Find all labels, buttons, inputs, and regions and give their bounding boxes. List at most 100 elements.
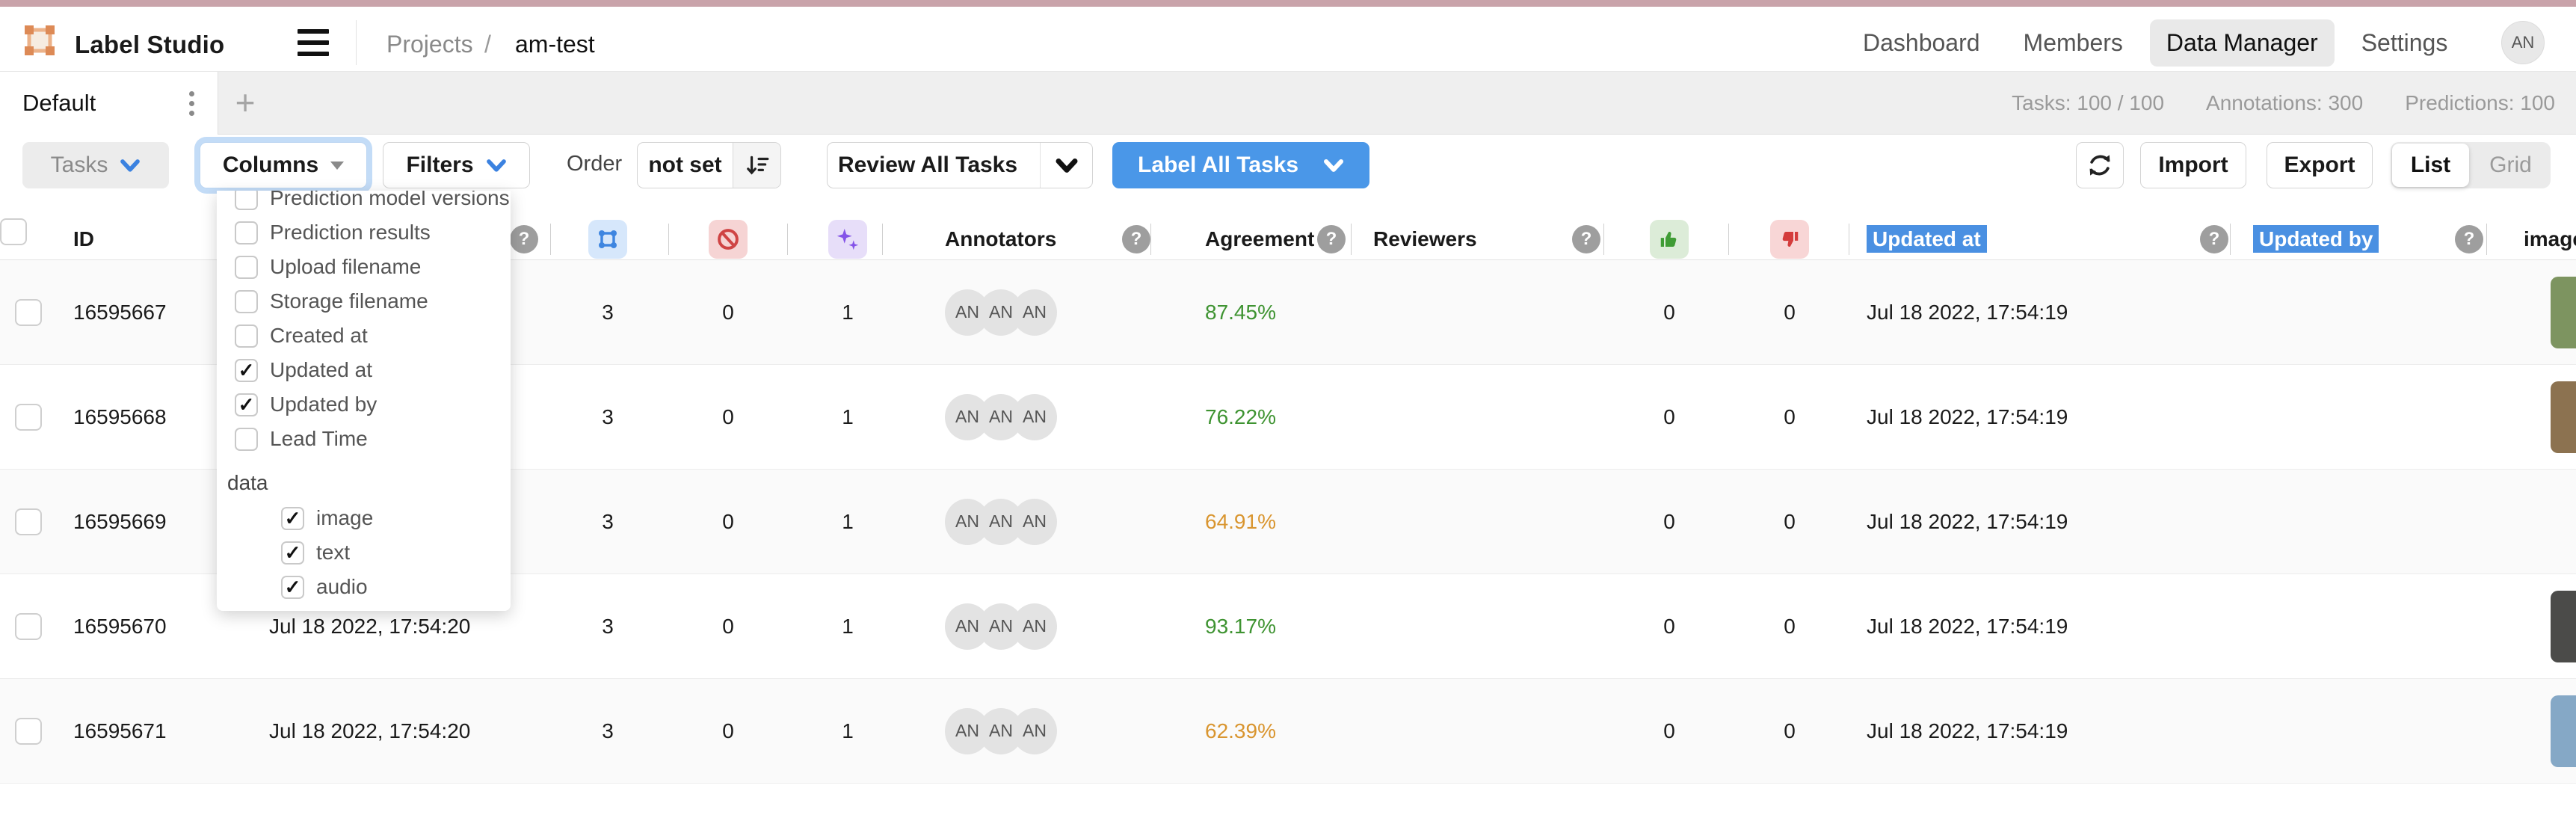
nav-dashboard[interactable]: Dashboard — [1863, 28, 1980, 56]
filters-dropdown-button[interactable]: Filters — [383, 142, 530, 188]
image-thumbnail[interactable] — [2551, 381, 2576, 453]
chevron-down-icon — [1324, 159, 1343, 172]
add-tab-button[interactable]: + — [235, 83, 256, 122]
rejected-count-icon[interactable] — [1770, 219, 1809, 259]
stat-annotations: Annotations: 300 — [2206, 91, 2364, 114]
cell-cancelled-count: 0 — [722, 509, 734, 533]
column-toggle-updated-at[interactable]: Updated at — [217, 353, 511, 387]
column-toggle-prediction-results[interactable]: Prediction results — [217, 215, 511, 250]
sort-direction-button[interactable] — [733, 143, 780, 188]
image-thumbnail[interactable] — [2551, 276, 2576, 348]
help-icon[interactable]: ? — [1572, 224, 1600, 253]
import-button[interactable]: Import — [2140, 142, 2246, 188]
column-toggle-data-image[interactable]: image — [217, 501, 511, 535]
header-divider — [2486, 223, 2487, 255]
help-icon[interactable]: ? — [1122, 224, 1150, 253]
row-checkbox[interactable] — [15, 612, 42, 640]
cell-rejected-count: 0 — [1784, 300, 1796, 324]
nav-data-manager[interactable]: Data Manager — [2149, 19, 2335, 67]
help-icon[interactable]: ? — [510, 224, 538, 253]
user-avatar[interactable]: AN — [2501, 21, 2545, 64]
columns-dropdown-label: Columns — [222, 153, 319, 177]
label-all-tasks-button[interactable]: Label All Tasks — [1112, 142, 1369, 188]
image-thumbnail[interactable] — [2551, 695, 2576, 767]
nav-settings[interactable]: Settings — [2361, 28, 2448, 56]
annotator-avatar: AN — [1012, 707, 1057, 754]
accepted-count-icon[interactable] — [1650, 219, 1689, 259]
column-header-image[interactable]: image — [2524, 227, 2576, 250]
cell-task-id: 16595670 — [73, 614, 167, 638]
table-row[interactable]: 16595668 3 0 1 AN AN AN 76.22% 0 0 Jul 1… — [0, 365, 2576, 470]
column-toggle-upload-filename[interactable]: Upload filename — [217, 250, 511, 284]
column-toggle-data-text[interactable]: text — [217, 535, 511, 570]
header-divider — [550, 223, 551, 255]
cell-updated-at: Jul 18 2022, 17:54:19 — [1867, 719, 2068, 742]
column-header-id[interactable]: ID — [73, 227, 94, 250]
cell-task-id: 16595669 — [73, 509, 167, 533]
view-mode-grid[interactable]: Grid — [2489, 153, 2532, 177]
column-header-updated-by[interactable]: Updated by — [2253, 224, 2379, 253]
select-all-checkbox[interactable] — [0, 218, 27, 245]
column-toggle-data-audio[interactable]: audio — [217, 570, 511, 604]
sort-descending-icon — [746, 156, 768, 175]
cell-agreement: 93.17% — [1205, 614, 1276, 638]
image-thumbnail[interactable] — [2551, 590, 2576, 662]
annotator-avatar: AN — [945, 289, 990, 336]
row-checkbox[interactable] — [15, 298, 42, 326]
cell-rejected-count: 0 — [1784, 719, 1796, 742]
row-checkbox[interactable] — [15, 508, 42, 535]
header-divider — [668, 223, 669, 255]
predictions-count-icon[interactable] — [828, 219, 867, 259]
annotator-avatar: AN — [945, 707, 990, 754]
columns-dropdown-button[interactable]: Columns — [200, 142, 367, 188]
column-header-reviewers[interactable]: Reviewers — [1373, 227, 1477, 250]
cell-accepted-count: 0 — [1663, 405, 1675, 428]
row-checkbox[interactable] — [15, 717, 42, 745]
tasks-dropdown-label: Tasks — [50, 153, 108, 177]
nav-members[interactable]: Members — [2023, 28, 2123, 56]
breadcrumb-projects[interactable]: Projects — [386, 31, 473, 58]
cell-task-id: 16595667 — [73, 300, 167, 324]
hamburger-menu-icon[interactable] — [298, 29, 329, 56]
table-row[interactable]: 16595671 Jul 18 2022, 17:54:20 3 0 1 AN … — [0, 679, 2576, 784]
chevron-down-icon — [1056, 159, 1077, 173]
row-checkbox[interactable] — [15, 403, 42, 431]
review-all-tasks-button[interactable]: Review All Tasks — [827, 142, 1093, 188]
view-mode-list[interactable]: List — [2392, 144, 2469, 187]
export-button[interactable]: Export — [2267, 142, 2373, 188]
column-toggle-created-at[interactable]: Created at — [217, 319, 511, 353]
cell-predictions-count: 1 — [842, 719, 854, 742]
column-toggle-storage-filename[interactable]: Storage filename — [217, 284, 511, 319]
image-thumbnail[interactable] — [2551, 486, 2576, 558]
cancelled-count-icon[interactable] — [709, 219, 748, 259]
cell-agreement: 76.22% — [1205, 405, 1276, 428]
table-row[interactable]: 16595670 Jul 18 2022, 17:54:20 3 0 1 AN … — [0, 574, 2576, 679]
column-header-annotators[interactable]: Annotators — [945, 227, 1057, 250]
cell-accepted-count: 0 — [1663, 719, 1675, 742]
cell-annotations-count: 3 — [602, 719, 614, 742]
stat-tasks: Tasks: 100 / 100 — [2012, 91, 2165, 114]
cell-annotators: AN AN AN — [945, 498, 1057, 545]
column-toggle-prediction-model-versions[interactable]: Prediction model versions — [217, 191, 511, 215]
column-toggle-updated-by[interactable]: Updated by — [217, 387, 511, 422]
tab-default[interactable]: Default — [0, 72, 218, 135]
column-header-updated-at[interactable]: Updated at — [1867, 224, 1987, 253]
help-icon[interactable]: ? — [1317, 224, 1346, 253]
help-icon[interactable]: ? — [2200, 224, 2228, 253]
help-icon[interactable]: ? — [2455, 224, 2483, 253]
label-all-tasks-label: Label All Tasks — [1138, 153, 1299, 177]
cell-updated-at: Jul 18 2022, 17:54:19 — [1867, 614, 2068, 638]
order-value-button[interactable]: not set — [648, 153, 722, 177]
review-all-tasks-menu-toggle[interactable] — [1040, 143, 1092, 188]
refresh-button[interactable] — [2076, 142, 2124, 188]
checkbox-checked — [281, 506, 304, 530]
tasks-dropdown-button[interactable]: Tasks — [22, 142, 169, 188]
tab-options-kebab-icon[interactable] — [182, 88, 200, 118]
cell-completed-at: Jul 18 2022, 17:54:20 — [269, 719, 471, 742]
checkbox-unchecked — [235, 221, 258, 244]
cell-cancelled-count: 0 — [722, 719, 734, 742]
columns-dropdown-panel: Prediction model versions Prediction res… — [217, 191, 511, 611]
annotations-count-icon[interactable] — [588, 219, 627, 259]
column-toggle-lead-time[interactable]: Lead Time — [217, 422, 511, 456]
column-header-agreement[interactable]: Agreement — [1205, 227, 1315, 250]
